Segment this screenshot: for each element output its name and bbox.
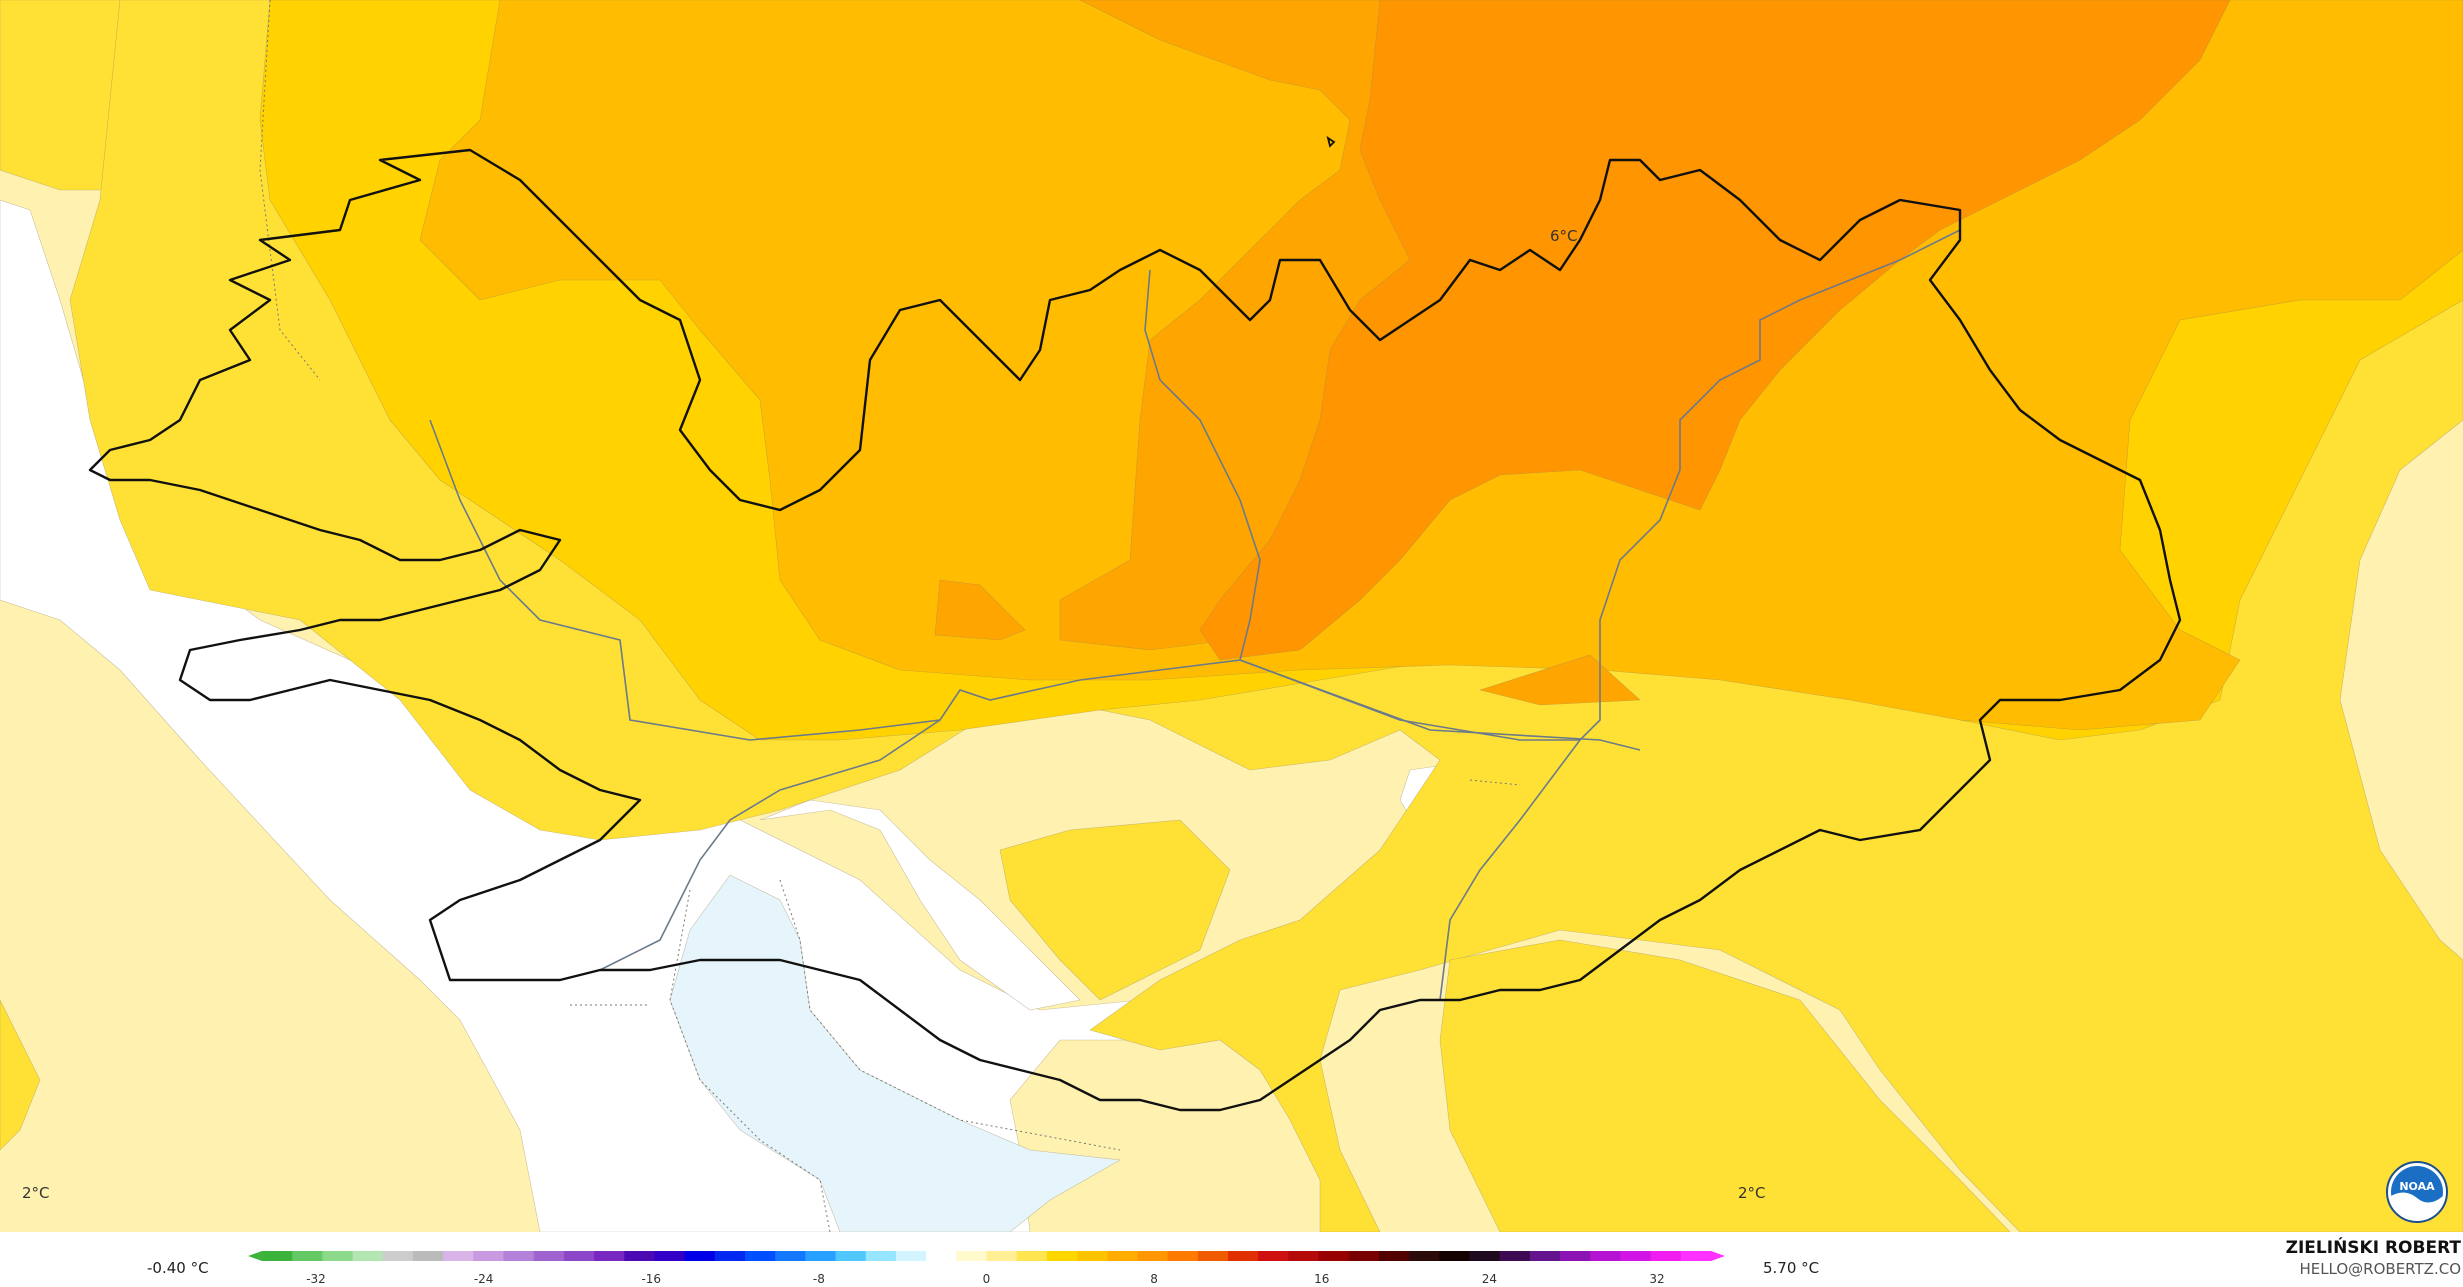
legend-tick-label: -16 — [641, 1272, 662, 1286]
colorbar-swatch — [926, 1251, 957, 1261]
colorbar-swatch — [382, 1251, 414, 1261]
colorbar-swatch — [352, 1251, 384, 1261]
colorbar-swatch — [775, 1251, 806, 1261]
colorbar-swatch — [956, 1251, 987, 1261]
colorbar-swatch — [533, 1251, 565, 1261]
credit-name: ZIELIŃSKI ROBERT — [2285, 1238, 2461, 1258]
colorbar-swatch — [1620, 1251, 1652, 1261]
colorbar-swatch — [986, 1251, 1018, 1261]
noaa-logo-icon: NOAA — [2386, 1161, 2448, 1223]
fill-orange-dark — [1199, 0, 2231, 661]
legend-tick-label: -32 — [306, 1272, 326, 1286]
noaa-logo-text: NOAA — [2399, 1180, 2435, 1193]
colorbar-swatch — [473, 1251, 504, 1261]
contour-label-north: 6°C — [1550, 227, 1578, 245]
colorbar-swatch — [563, 1251, 595, 1261]
colorbar-swatch — [292, 1251, 323, 1261]
contour-label-southeast: 2°C — [1738, 1184, 1766, 1202]
fill-white-central — [759, 799, 1081, 1011]
fill-yellow-se — [1439, 939, 2011, 1232]
colorbar-swatch — [1409, 1251, 1440, 1261]
colorbar-swatch — [1197, 1251, 1229, 1261]
colorbar-swatch — [503, 1251, 535, 1261]
colorbar-swatch — [1469, 1251, 1501, 1261]
colorbar-swatch — [1137, 1251, 1169, 1261]
colorbar-swatch — [322, 1251, 354, 1261]
legend-tick-label: 16 — [1314, 1272, 1330, 1286]
colorbar-swatch — [594, 1251, 625, 1261]
fill-yellow-central-blob — [999, 819, 1231, 1001]
colorbar-swatch — [624, 1251, 655, 1261]
colorbar-swatch — [443, 1251, 474, 1261]
colorbar-swatch — [1590, 1251, 1621, 1261]
region-boundaries — [259, 0, 1521, 1232]
legend-tick-label: -8 — [812, 1272, 825, 1286]
colorbar-swatch — [714, 1251, 746, 1261]
coastline — [88, 148, 2182, 1112]
legend-tick-label: -24 — [473, 1272, 494, 1286]
coastline-island — [1326, 135, 1336, 148]
colorbar-swatch — [1560, 1251, 1591, 1261]
colorbar-swatch — [262, 1251, 293, 1261]
colorbar-min-arrow — [248, 1251, 262, 1261]
colorbar-swatch — [1499, 1251, 1531, 1261]
colorbar-swatch — [895, 1251, 927, 1261]
colorbar-swatch — [1378, 1251, 1410, 1261]
colorbar-swatch — [1680, 1251, 1712, 1261]
fill-orange-small — [934, 579, 1026, 641]
colorbar-swatch — [1167, 1251, 1199, 1261]
colorbar-swatch — [412, 1251, 444, 1261]
colorbar-swatch — [684, 1251, 716, 1261]
legend-colorbar — [248, 1251, 1725, 1261]
temperature-map — [0, 0, 2463, 1232]
legend-tick-label: 24 — [1481, 1272, 1498, 1286]
colorbar-swatch — [1318, 1251, 1350, 1261]
colorbar-swatch — [654, 1251, 686, 1261]
colorbar-swatch — [1258, 1251, 1289, 1261]
colorbar-swatch — [835, 1251, 867, 1261]
colorbar-swatch — [805, 1251, 837, 1261]
legend-max-label: 5.70 °C — [1763, 1259, 1820, 1277]
colorbar-swatch — [1288, 1251, 1320, 1261]
legend-tick-label: 32 — [1649, 1272, 1665, 1286]
colorbar-swatch — [1348, 1251, 1380, 1261]
colorbar-swatch — [1077, 1251, 1108, 1261]
state-borders — [429, 229, 1961, 1001]
colorbar-swatch — [1439, 1251, 1470, 1261]
colorbar-swatch — [745, 1251, 776, 1261]
colorbar-swatch — [1016, 1251, 1048, 1261]
colorbar-swatch — [1529, 1251, 1561, 1261]
colorbar-swatch — [1650, 1251, 1682, 1261]
colorbar-swatch — [865, 1251, 897, 1261]
legend-tick-label: 8 — [1150, 1272, 1158, 1286]
colorbar-max-arrow — [1711, 1251, 1725, 1261]
fill-yellow-sw-edge — [0, 999, 41, 1151]
legend-tick-label: 0 — [982, 1272, 991, 1286]
colorbar-swatch — [1046, 1251, 1078, 1261]
credit-email: HELLO@ROBERTZ.CO — [2299, 1260, 2461, 1278]
colorbar-swatch — [1107, 1251, 1138, 1261]
colorbar-swatch — [1228, 1251, 1259, 1261]
legend-min-label: -0.40 °C — [147, 1259, 209, 1277]
contour-label-west: 2°C — [22, 1184, 50, 1202]
